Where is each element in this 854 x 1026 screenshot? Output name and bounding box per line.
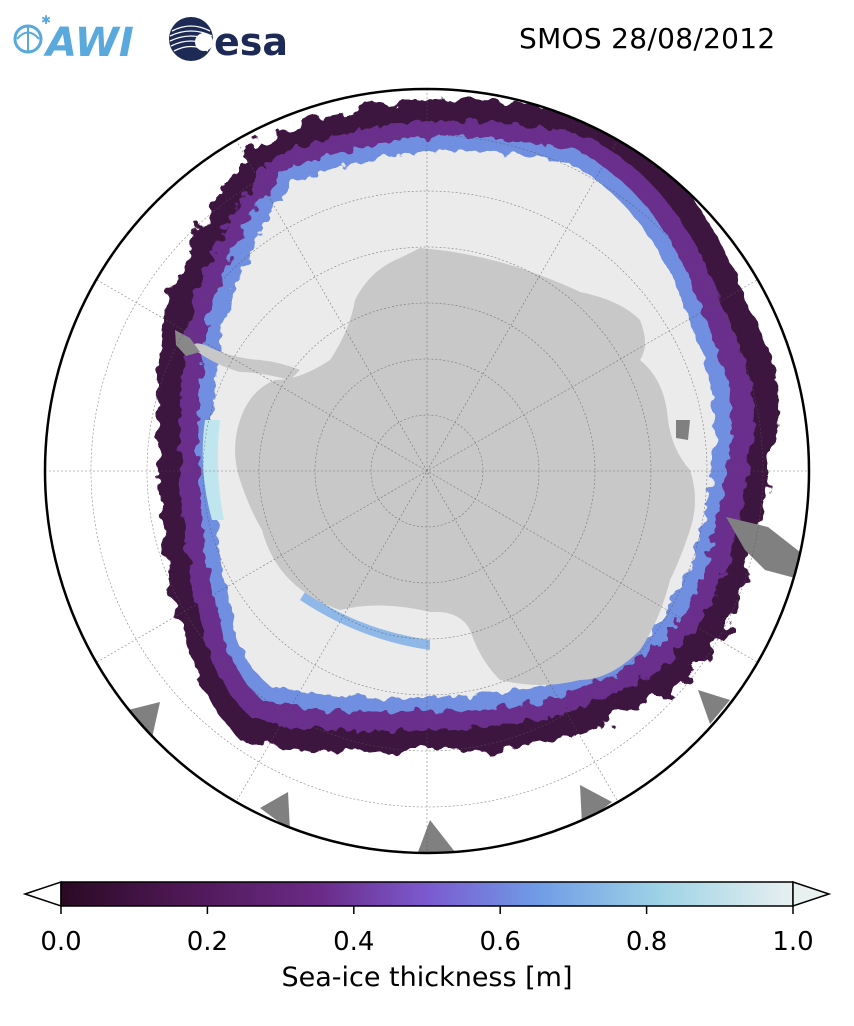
antarctica-landmass — [193, 248, 695, 685]
colorbar-tick-label: 0.0 — [40, 927, 81, 957]
landmass-south-2 — [418, 820, 455, 852]
colorbar-tick-label: 0.6 — [480, 927, 521, 957]
ice-patch-south — [300, 592, 430, 650]
colorbar-tick-label: 1.0 — [772, 927, 813, 957]
esa-logo-text: esa — [214, 20, 288, 64]
svg-text:✱: ✱ — [41, 13, 51, 27]
colorbar-label: Sea-ice thickness [m] — [281, 962, 573, 993]
map-title: SMOS 28/08/2012 — [519, 22, 776, 55]
colorbar-extend-high — [792, 880, 832, 908]
globe-outline — [43, 87, 811, 855]
awi-logo-text: AWI — [43, 20, 134, 66]
colorbar-tick-label: 0.4 — [333, 927, 374, 957]
kerguelen — [676, 420, 690, 440]
colorbar-ticks: 0.0 0.2 0.4 0.6 0.8 1.0 — [40, 906, 814, 957]
south-america-tip — [175, 330, 200, 356]
landmass-south-3 — [260, 792, 290, 830]
australia-edge — [726, 517, 800, 578]
logo-bar: ✱ AWI esa — [8, 6, 308, 66]
graticule — [45, 89, 809, 853]
new-zealand-edge — [698, 690, 730, 724]
ice-patch-west — [202, 420, 224, 520]
landmass-south-1 — [580, 785, 612, 825]
colorbar-gradient — [60, 881, 794, 907]
esa-logo: esa — [169, 17, 288, 64]
colorbar-extend-low — [22, 880, 62, 908]
colorbar-tick-label: 0.2 — [187, 927, 228, 957]
africa-tip — [128, 702, 160, 738]
awi-logo: ✱ AWI — [13, 13, 134, 66]
polar-map — [43, 87, 811, 855]
colorbar-tick-label: 0.8 — [626, 927, 667, 957]
